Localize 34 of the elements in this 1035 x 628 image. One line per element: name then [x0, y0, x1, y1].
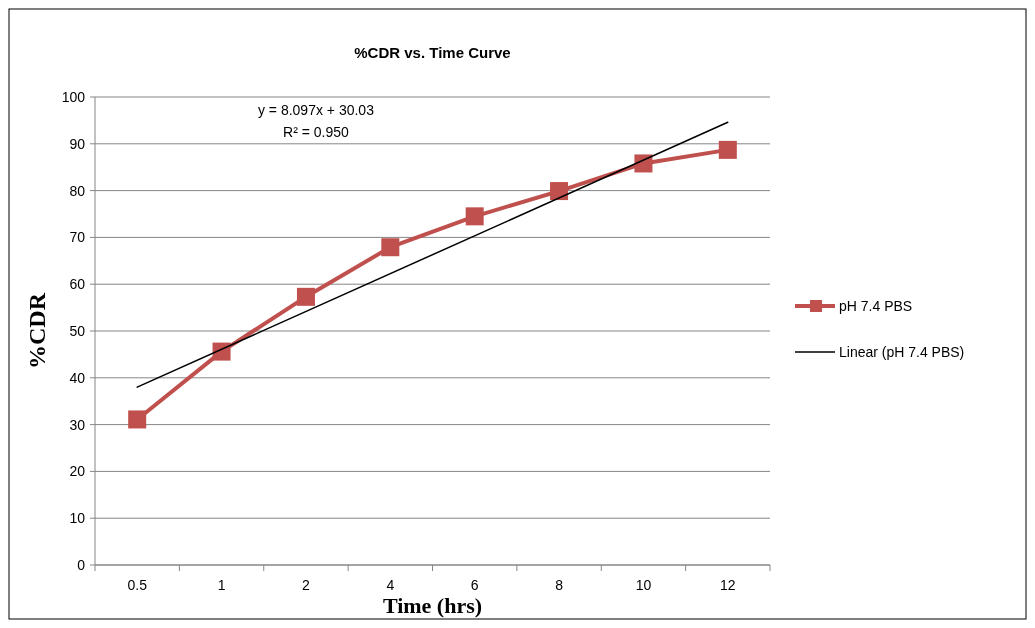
- x-tick-label: 8: [555, 577, 564, 593]
- y-tick-label: 50: [69, 322, 86, 339]
- point: [550, 182, 569, 201]
- y-tick-label: 30: [69, 416, 86, 433]
- annotation: R² = 0.950: [283, 124, 350, 140]
- x-tick-label: 1: [217, 577, 226, 593]
- x-tick-label: 6: [470, 577, 479, 593]
- x-axis-title: Time (hrs): [382, 593, 483, 618]
- y-tick-label: 90: [69, 135, 86, 152]
- chart-title: %CDR vs. Time Curve: [354, 44, 511, 61]
- point: [296, 287, 315, 306]
- y-tick-label: 20: [69, 463, 86, 480]
- y-tick-label: 0: [77, 556, 86, 573]
- y-tick-label: 60: [69, 276, 86, 293]
- annotation: y = 8.097x + 30.03: [257, 102, 375, 118]
- y-axis-title: %CDR: [24, 292, 50, 369]
- point: [212, 342, 231, 361]
- y-tick-label: 70: [69, 229, 86, 246]
- x-tick-label: 12: [720, 577, 736, 593]
- y-tick-label: 40: [69, 369, 86, 386]
- x-tick-label: 0.5: [127, 577, 148, 593]
- point: [634, 154, 653, 173]
- point: [381, 238, 400, 257]
- y-tick-label: 10: [69, 510, 86, 527]
- legend-label: pH 7.4 PBS: [839, 297, 913, 314]
- x-tick-label: 2: [302, 577, 311, 593]
- x-tick-label: 4: [386, 577, 395, 593]
- point: [128, 410, 147, 429]
- point: [465, 207, 484, 226]
- y-tick-label: 100: [61, 88, 86, 105]
- legend-label: Linear (pH 7.4 PBS): [839, 343, 965, 360]
- y-tick-label: 80: [69, 182, 86, 199]
- x-tick-label: 10: [635, 577, 652, 593]
- point: [718, 140, 737, 159]
